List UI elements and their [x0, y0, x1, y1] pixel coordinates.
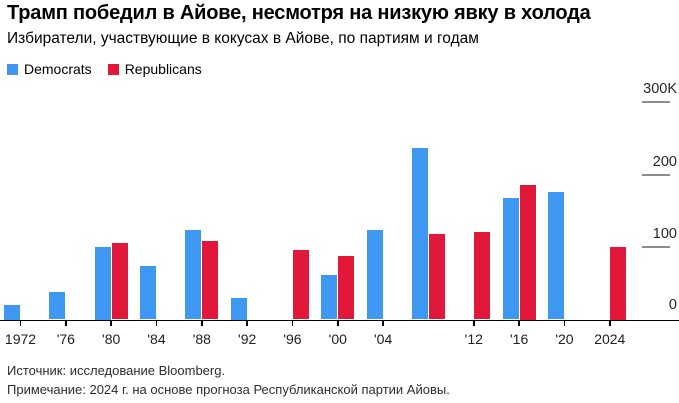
bar-democrats-2020 — [547, 191, 564, 320]
republicans-swatch-icon — [107, 63, 119, 75]
bar-republicans-2012 — [474, 231, 491, 320]
legend-label-republicans: Republicans — [124, 61, 202, 77]
bar-republicans-2000 — [338, 256, 355, 320]
x-axis-line — [0, 319, 679, 321]
x-axis-label-1992: '92 — [238, 331, 257, 347]
x-axis-tick-2024 — [609, 321, 611, 326]
democrats-swatch-icon — [7, 63, 18, 75]
x-axis-tick-1984 — [155, 321, 158, 326]
bar-democrats-1988 — [185, 229, 202, 320]
x-axis-tick-1988 — [201, 321, 203, 326]
page-title: Трамп победил в Айове, несмотря на низку… — [7, 2, 591, 24]
bar-democrats-1972 — [4, 305, 20, 320]
bar-democrats-1984 — [139, 265, 156, 320]
x-axis-label-2016: '16 — [510, 331, 529, 347]
legend-item-democrats: Democrats — [7, 61, 92, 77]
bar-democrats-2004 — [366, 229, 383, 320]
x-axis-label-2004: '04 — [374, 331, 393, 347]
bar-republicans-2016 — [519, 185, 536, 320]
y-axis-label-200: 200 — [652, 153, 677, 170]
bar-republicans-1996 — [292, 249, 309, 320]
x-axis-tick-1980 — [110, 321, 112, 326]
y-gridline-200 — [642, 173, 670, 176]
x-axis-tick-1972 — [19, 321, 22, 326]
bar-democrats-2016 — [502, 197, 519, 320]
y-axis-label-300: 300K — [643, 81, 677, 97]
bar-democrats-2008 — [411, 148, 428, 320]
methodology-note: Примечание: 2024 г. на основе прогноза Р… — [7, 382, 450, 397]
legend-item-republicans: Republicans — [107, 61, 202, 77]
bar-democrats-1992 — [230, 297, 247, 320]
x-axis-label-1972: 1972 — [4, 331, 37, 347]
x-axis-label-1988: '88 — [192, 331, 211, 347]
y-gridline-100 — [642, 246, 670, 248]
legend: Democrats Republicans — [7, 61, 202, 77]
x-axis-tick-1976 — [65, 321, 67, 326]
y-gridline-300 — [642, 101, 670, 103]
bar-democrats-2000 — [321, 275, 338, 320]
x-axis-label-2020: '20 — [555, 331, 574, 347]
chart-footnotes: Источник: исследование Bloomberg. Примеч… — [7, 361, 450, 399]
bar-democrats-1980 — [94, 247, 111, 320]
source-note: Источник: исследование Bloomberg. — [7, 363, 226, 378]
x-axis-tick-2012 — [473, 321, 475, 326]
x-axis-label-2024: 2024 — [594, 331, 626, 347]
x-axis-label-2012: '12 — [464, 331, 483, 347]
x-axis-label-1980: '80 — [102, 331, 121, 347]
bar-republicans-2008 — [428, 233, 445, 320]
x-axis-label-1996: '96 — [283, 331, 302, 347]
x-axis-label-1976: '76 — [56, 331, 75, 347]
x-axis-label-2000: '00 — [328, 331, 347, 347]
x-axis-tick-2000 — [337, 321, 339, 326]
legend-label-democrats: Democrats — [24, 61, 92, 77]
x-axis-label-1984: '84 — [147, 331, 166, 347]
bar-republicans-2024 — [610, 247, 627, 320]
x-axis-tick-2020 — [563, 321, 566, 326]
y-axis-label-100: 100 — [652, 226, 677, 242]
bar-republicans-1988 — [202, 241, 219, 320]
x-axis-tick-1992 — [246, 321, 248, 326]
x-axis-tick-1996 — [291, 321, 294, 326]
x-axis-tick-2016 — [518, 321, 520, 326]
bar-democrats-1976 — [49, 291, 66, 320]
bar-republicans-1980 — [111, 242, 128, 320]
x-axis-tick-2004 — [382, 321, 384, 326]
chart-subtitle: Избиратели, участвующие в кокусах в Айов… — [7, 30, 479, 47]
y-axis-label-0: 0 — [668, 296, 677, 313]
